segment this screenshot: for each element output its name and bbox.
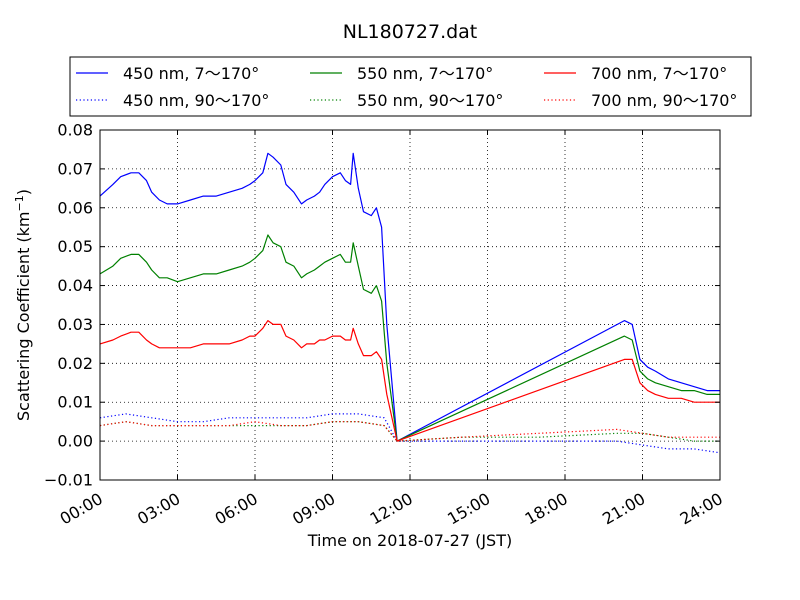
y-tick-label: −0.01	[44, 471, 93, 490]
y-tick-label: 0.05	[57, 237, 93, 256]
y-tick-label: 0.02	[57, 354, 93, 373]
series-line-3	[99, 234, 720, 442]
y-axis-label-main: Scattering Coefficient (km	[14, 211, 33, 421]
y-tick-label: 0.01	[57, 393, 93, 412]
y-tick-label: 0.08	[57, 121, 93, 140]
series-line-6	[99, 421, 720, 442]
y-axis-label-close: )	[14, 189, 33, 195]
legend-label: 550 nm, 90～170°	[357, 91, 503, 110]
legend-label: 550 nm, 7～170°	[357, 64, 493, 83]
series-line-1	[99, 152, 720, 442]
series-layer	[99, 152, 721, 454]
legend-label: 700 nm, 90～170°	[591, 91, 737, 110]
legend-label: 450 nm, 7～170°	[123, 64, 259, 83]
legend-label: 700 nm, 7～170°	[591, 64, 727, 83]
y-axis-label: Scattering Coefficient (km−1)	[13, 189, 33, 421]
y-tick-label: 0.07	[57, 159, 93, 178]
y-tick-label: 0.00	[57, 432, 93, 451]
legend: 450 nm, 7～170° 550 nm, 7～170° 700 nm, 7～17…	[76, 64, 737, 110]
y-tick-label: 0.04	[57, 276, 93, 295]
chart-title: NL180727.dat	[343, 21, 478, 43]
y-axis-label-superscript: −1	[13, 195, 26, 211]
legend-box	[69, 56, 752, 117]
legend-label: 450 nm, 90～170°	[123, 91, 269, 110]
series-line-5	[99, 320, 720, 442]
y-tick-label: 0.06	[57, 198, 93, 217]
y-tick-label: 0.03	[57, 315, 93, 334]
x-axis-label: Time on 2018-07-27 (JST)	[307, 531, 512, 550]
